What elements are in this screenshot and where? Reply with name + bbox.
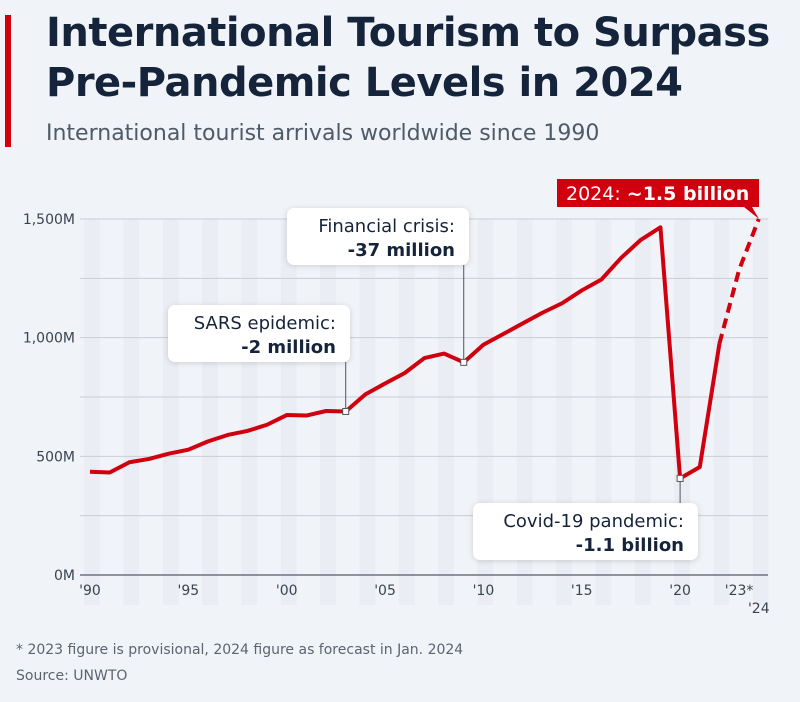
annotation-marker xyxy=(676,474,684,482)
annotation-marker xyxy=(342,407,350,415)
year-stripe xyxy=(438,219,454,605)
annotation-marker xyxy=(460,358,468,366)
title-line-2: Pre-Pandemic Levels in 2024 xyxy=(46,60,683,106)
annotation-label: Covid-19 pandemic: xyxy=(503,511,684,532)
year-stripe xyxy=(280,219,297,605)
source: Source: UNWTO xyxy=(16,668,128,684)
series-line-forecast xyxy=(717,218,761,345)
series-line-actual xyxy=(89,225,722,481)
annotation-value: -2 million xyxy=(241,337,336,358)
annotation-label: SARS epidemic: xyxy=(194,313,336,334)
year-stripe xyxy=(752,219,769,605)
chart-title: International Tourism to Surpass Pre-Pand… xyxy=(46,8,770,108)
x-tick-label: '20 xyxy=(669,583,691,599)
year-stripe xyxy=(202,219,218,605)
annotation-box xyxy=(168,305,350,362)
year-stripe xyxy=(84,219,100,605)
x-tick-label: '24 xyxy=(748,601,770,617)
forecast-value: ~1.5 billion xyxy=(627,183,749,205)
y-tick-label: 500M xyxy=(36,449,75,465)
accent-bar xyxy=(5,15,11,147)
annotation-value: -37 million xyxy=(348,240,455,261)
footnote: * 2023 figure is provisional, 2024 figur… xyxy=(16,642,464,658)
x-tick-label: '10 xyxy=(473,583,495,599)
annotation-box xyxy=(473,503,698,560)
forecast-label: 2024: ~1.5 billion xyxy=(566,183,749,205)
forecast-badge xyxy=(557,179,759,219)
chart-subtitle: International tourist arrivals worldwide… xyxy=(46,121,600,146)
year-stripe xyxy=(123,219,140,605)
y-tick-label: 1,000M xyxy=(23,331,75,347)
annotation-box xyxy=(287,208,469,265)
y-tick-label: 0M xyxy=(54,568,75,584)
year-stripe xyxy=(359,219,376,605)
annotation-value: -1.1 billion xyxy=(576,535,684,556)
year-stripe xyxy=(398,219,415,605)
forecast-year: 2024: xyxy=(566,183,627,205)
title-line-1: International Tourism to Surpass xyxy=(46,10,770,56)
x-tick-label: '95 xyxy=(178,583,200,599)
x-tick-label: '00 xyxy=(276,583,298,599)
x-tick-label: '15 xyxy=(571,583,593,599)
x-tick-label: '90 xyxy=(79,583,101,599)
year-stripe xyxy=(162,219,179,605)
year-stripe xyxy=(713,219,730,605)
y-tick-label: 1,500M xyxy=(23,212,75,228)
x-tick-label: '05 xyxy=(374,583,396,599)
x-tick-label: '23* xyxy=(725,583,754,599)
year-stripe xyxy=(241,219,258,605)
annotation-label: Financial crisis: xyxy=(318,216,455,237)
